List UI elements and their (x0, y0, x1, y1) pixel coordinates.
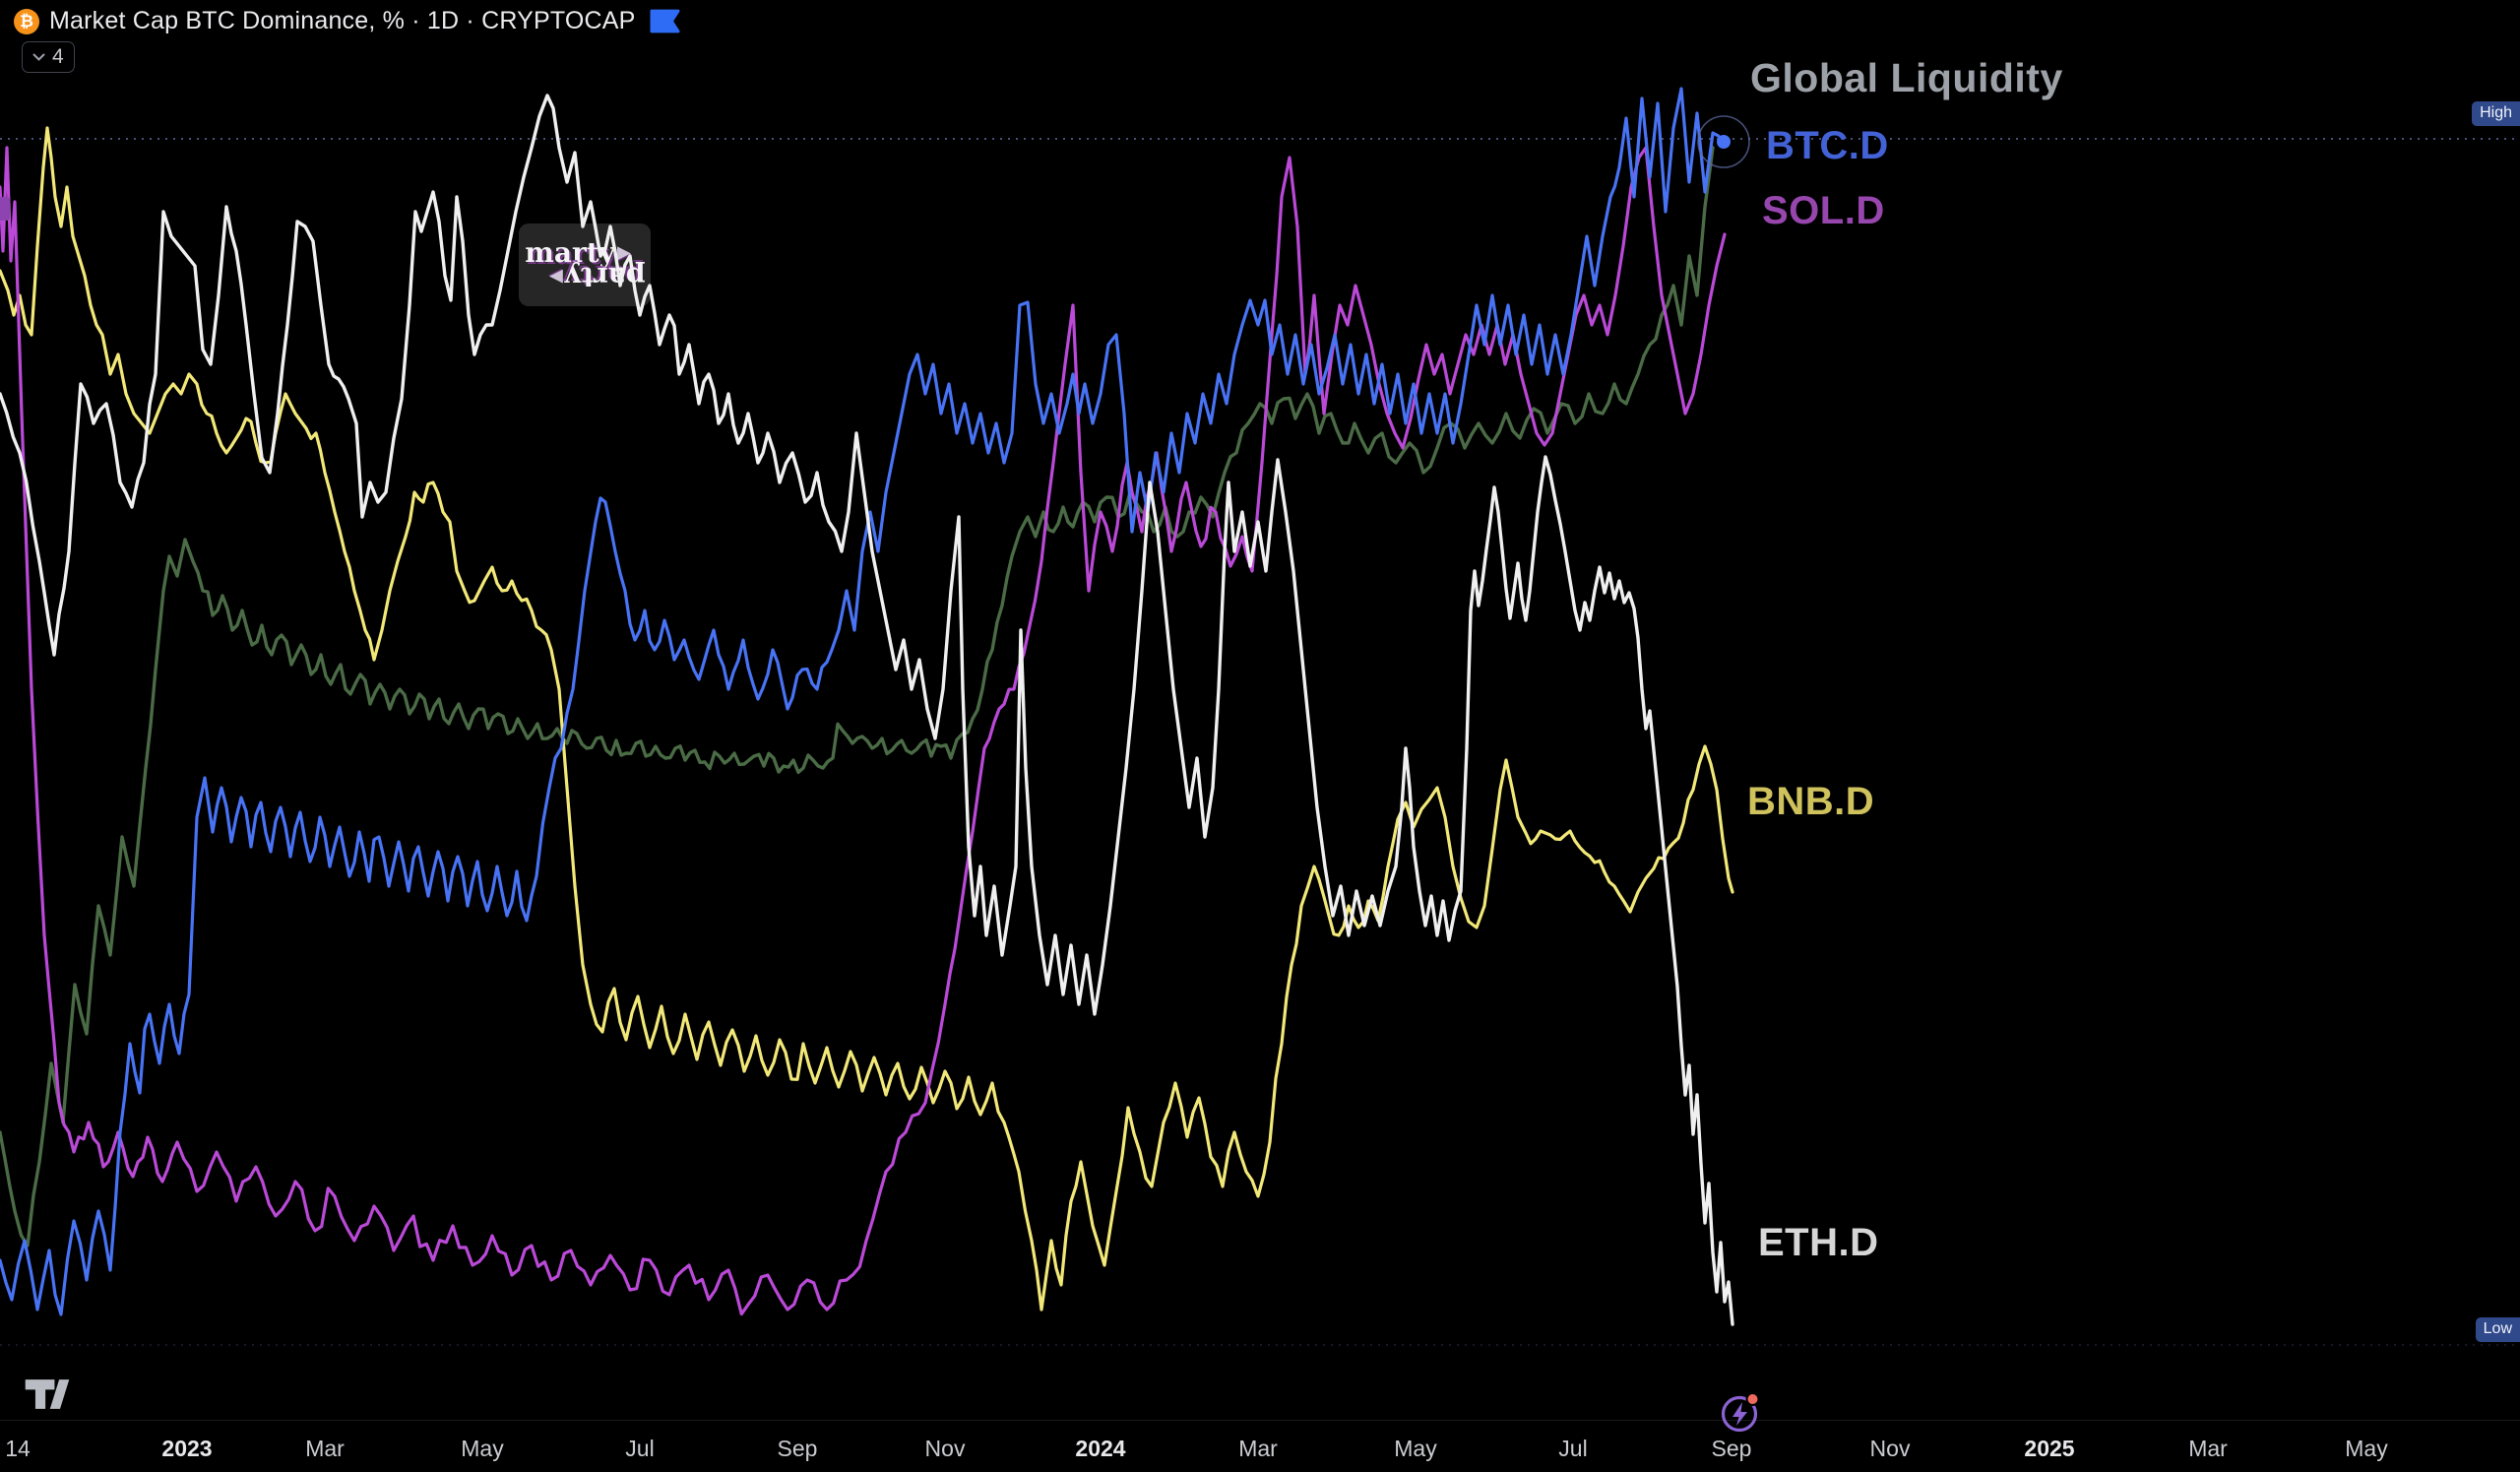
legend-collapse-toggle[interactable]: 4 (22, 41, 75, 73)
axis-tick-sep: Sep (777, 1436, 818, 1461)
label-btc-d[interactable]: BTC.D (1766, 124, 1889, 167)
bitcoin-glyph: ₿ (20, 11, 33, 31)
axis-tick-may: May (461, 1436, 504, 1461)
axis-tick-2023: 2023 (161, 1436, 213, 1461)
series-line-sol-d[interactable] (0, 146, 1727, 1316)
time-axis[interactable]: 14 2023 Mar May Jul Sep Nov 2024 Mar May Jul Sep Nov… (0, 1420, 2520, 1472)
series-line-bnb-d[interactable] (0, 126, 1734, 1312)
label-global-liquidity[interactable]: Global Liquidity (1750, 55, 2063, 100)
series-line-btc-d[interactable] (0, 87, 1726, 1316)
symbol-title[interactable]: Market Cap BTC Dominance, % · 1D · CRYPT… (49, 7, 636, 34)
label-bnb-d[interactable]: BNB.D (1747, 780, 1875, 823)
series-line-global-liquidity[interactable] (0, 146, 1715, 1248)
axis-tick-sep: Sep (1711, 1436, 1752, 1461)
axis-tick-nov: Nov (1869, 1436, 1911, 1461)
axis-tick-may: May (2345, 1436, 2388, 1461)
axis-tick-2025: 2025 (2024, 1436, 2075, 1461)
axis-tick-may: May (1394, 1436, 1437, 1461)
axis-tick-mar: Mar (305, 1436, 345, 1461)
high-badge: High (2472, 101, 2520, 126)
axis-tick-mar: Mar (1238, 1436, 1278, 1461)
label-sol-d[interactable]: SOL.D (1762, 189, 1885, 232)
axis-tick-mar: Mar (2188, 1436, 2228, 1461)
tradingview-logo[interactable] (22, 1373, 73, 1416)
bitcoin-icon: ₿ (14, 8, 39, 34)
axis-tick-2024: 2024 (1075, 1436, 1126, 1461)
axis-tick-jul: Jul (625, 1436, 655, 1461)
axis-tick-jul: Jul (1558, 1436, 1588, 1461)
chevron-down-icon (32, 53, 45, 61)
axis-tick-nov: Nov (924, 1436, 966, 1461)
offscreen-label-tag (0, 197, 10, 221)
label-eth-d[interactable]: ETH.D (1758, 1221, 1879, 1264)
arrow-right-icon: ▶ (616, 242, 631, 263)
flag-icon[interactable] (650, 9, 680, 33)
symbol-title-row[interactable]: ₿ Market Cap BTC Dominance, % · 1D · CRY… (14, 7, 680, 35)
axis-tick-14: 14 (5, 1436, 31, 1461)
lightning-circle-icon[interactable] (1715, 1386, 1766, 1438)
series-line-eth-d[interactable] (0, 94, 1734, 1326)
collapsed-count: 4 (52, 45, 64, 68)
low-badge: Low (2475, 1317, 2520, 1342)
last-value-marker[interactable] (1717, 135, 1731, 149)
selection-halo (1697, 115, 1750, 168)
